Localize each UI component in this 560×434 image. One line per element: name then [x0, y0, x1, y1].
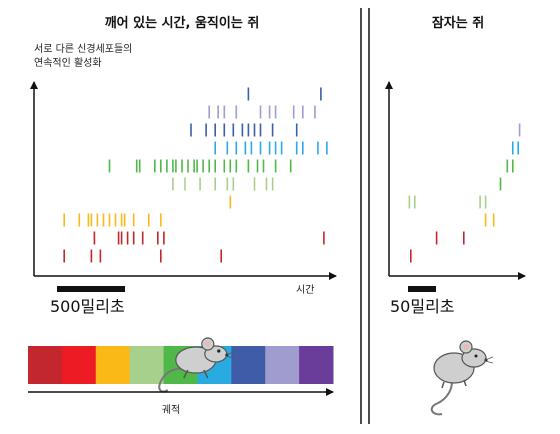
y-axis-label-line1: 서로 다른 신경세포들의: [34, 42, 132, 55]
track-segment-0: [28, 346, 63, 384]
left-panel-title: 깨어 있는 시간, 움직이는 쥐: [105, 15, 260, 31]
spike-raster-awake: [63, 87, 328, 263]
track-label: 궤적: [162, 404, 180, 416]
track-segment-8: [299, 346, 334, 384]
scale-bar-500ms: [57, 286, 125, 292]
track-segment-6: [231, 346, 266, 384]
running-mouse-icon: [158, 337, 234, 393]
spike-raster-sleep: [408, 123, 521, 263]
right-panel-title: 잠자는 쥐: [432, 15, 484, 31]
scale-bar-label-500ms: 500밀리초: [50, 297, 125, 316]
track-segment-3: [129, 346, 165, 384]
track-segment-7: [265, 346, 300, 384]
scale-bar-label-50ms: 50밀리초: [390, 297, 455, 316]
sleeping-mouse-icon: [430, 340, 494, 416]
y-axis-label-line2: 연속적인 활성화: [34, 56, 102, 69]
x-axis-label: 시간: [296, 284, 314, 296]
color-track: [28, 346, 334, 384]
scale-bar-50ms: [408, 286, 436, 292]
track-segment-2: [95, 346, 131, 384]
track-segment-1: [61, 346, 97, 384]
